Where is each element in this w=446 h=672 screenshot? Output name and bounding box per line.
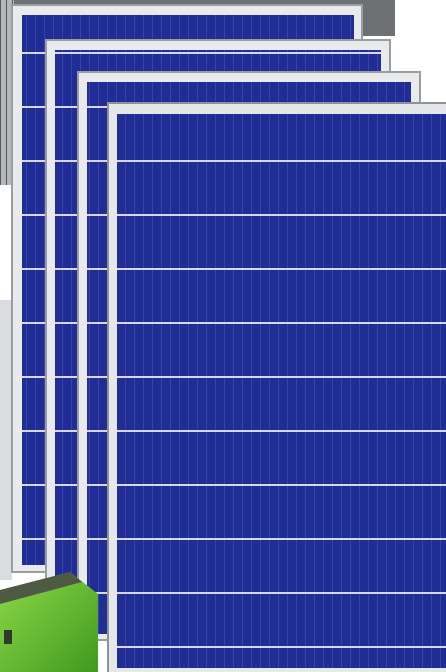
inverter (0, 572, 98, 672)
wall (0, 300, 12, 580)
solar-panel (107, 102, 446, 672)
inverter-port (4, 630, 12, 644)
roof (0, 0, 14, 185)
panel-cells (117, 114, 446, 668)
inverter-top (0, 572, 82, 604)
